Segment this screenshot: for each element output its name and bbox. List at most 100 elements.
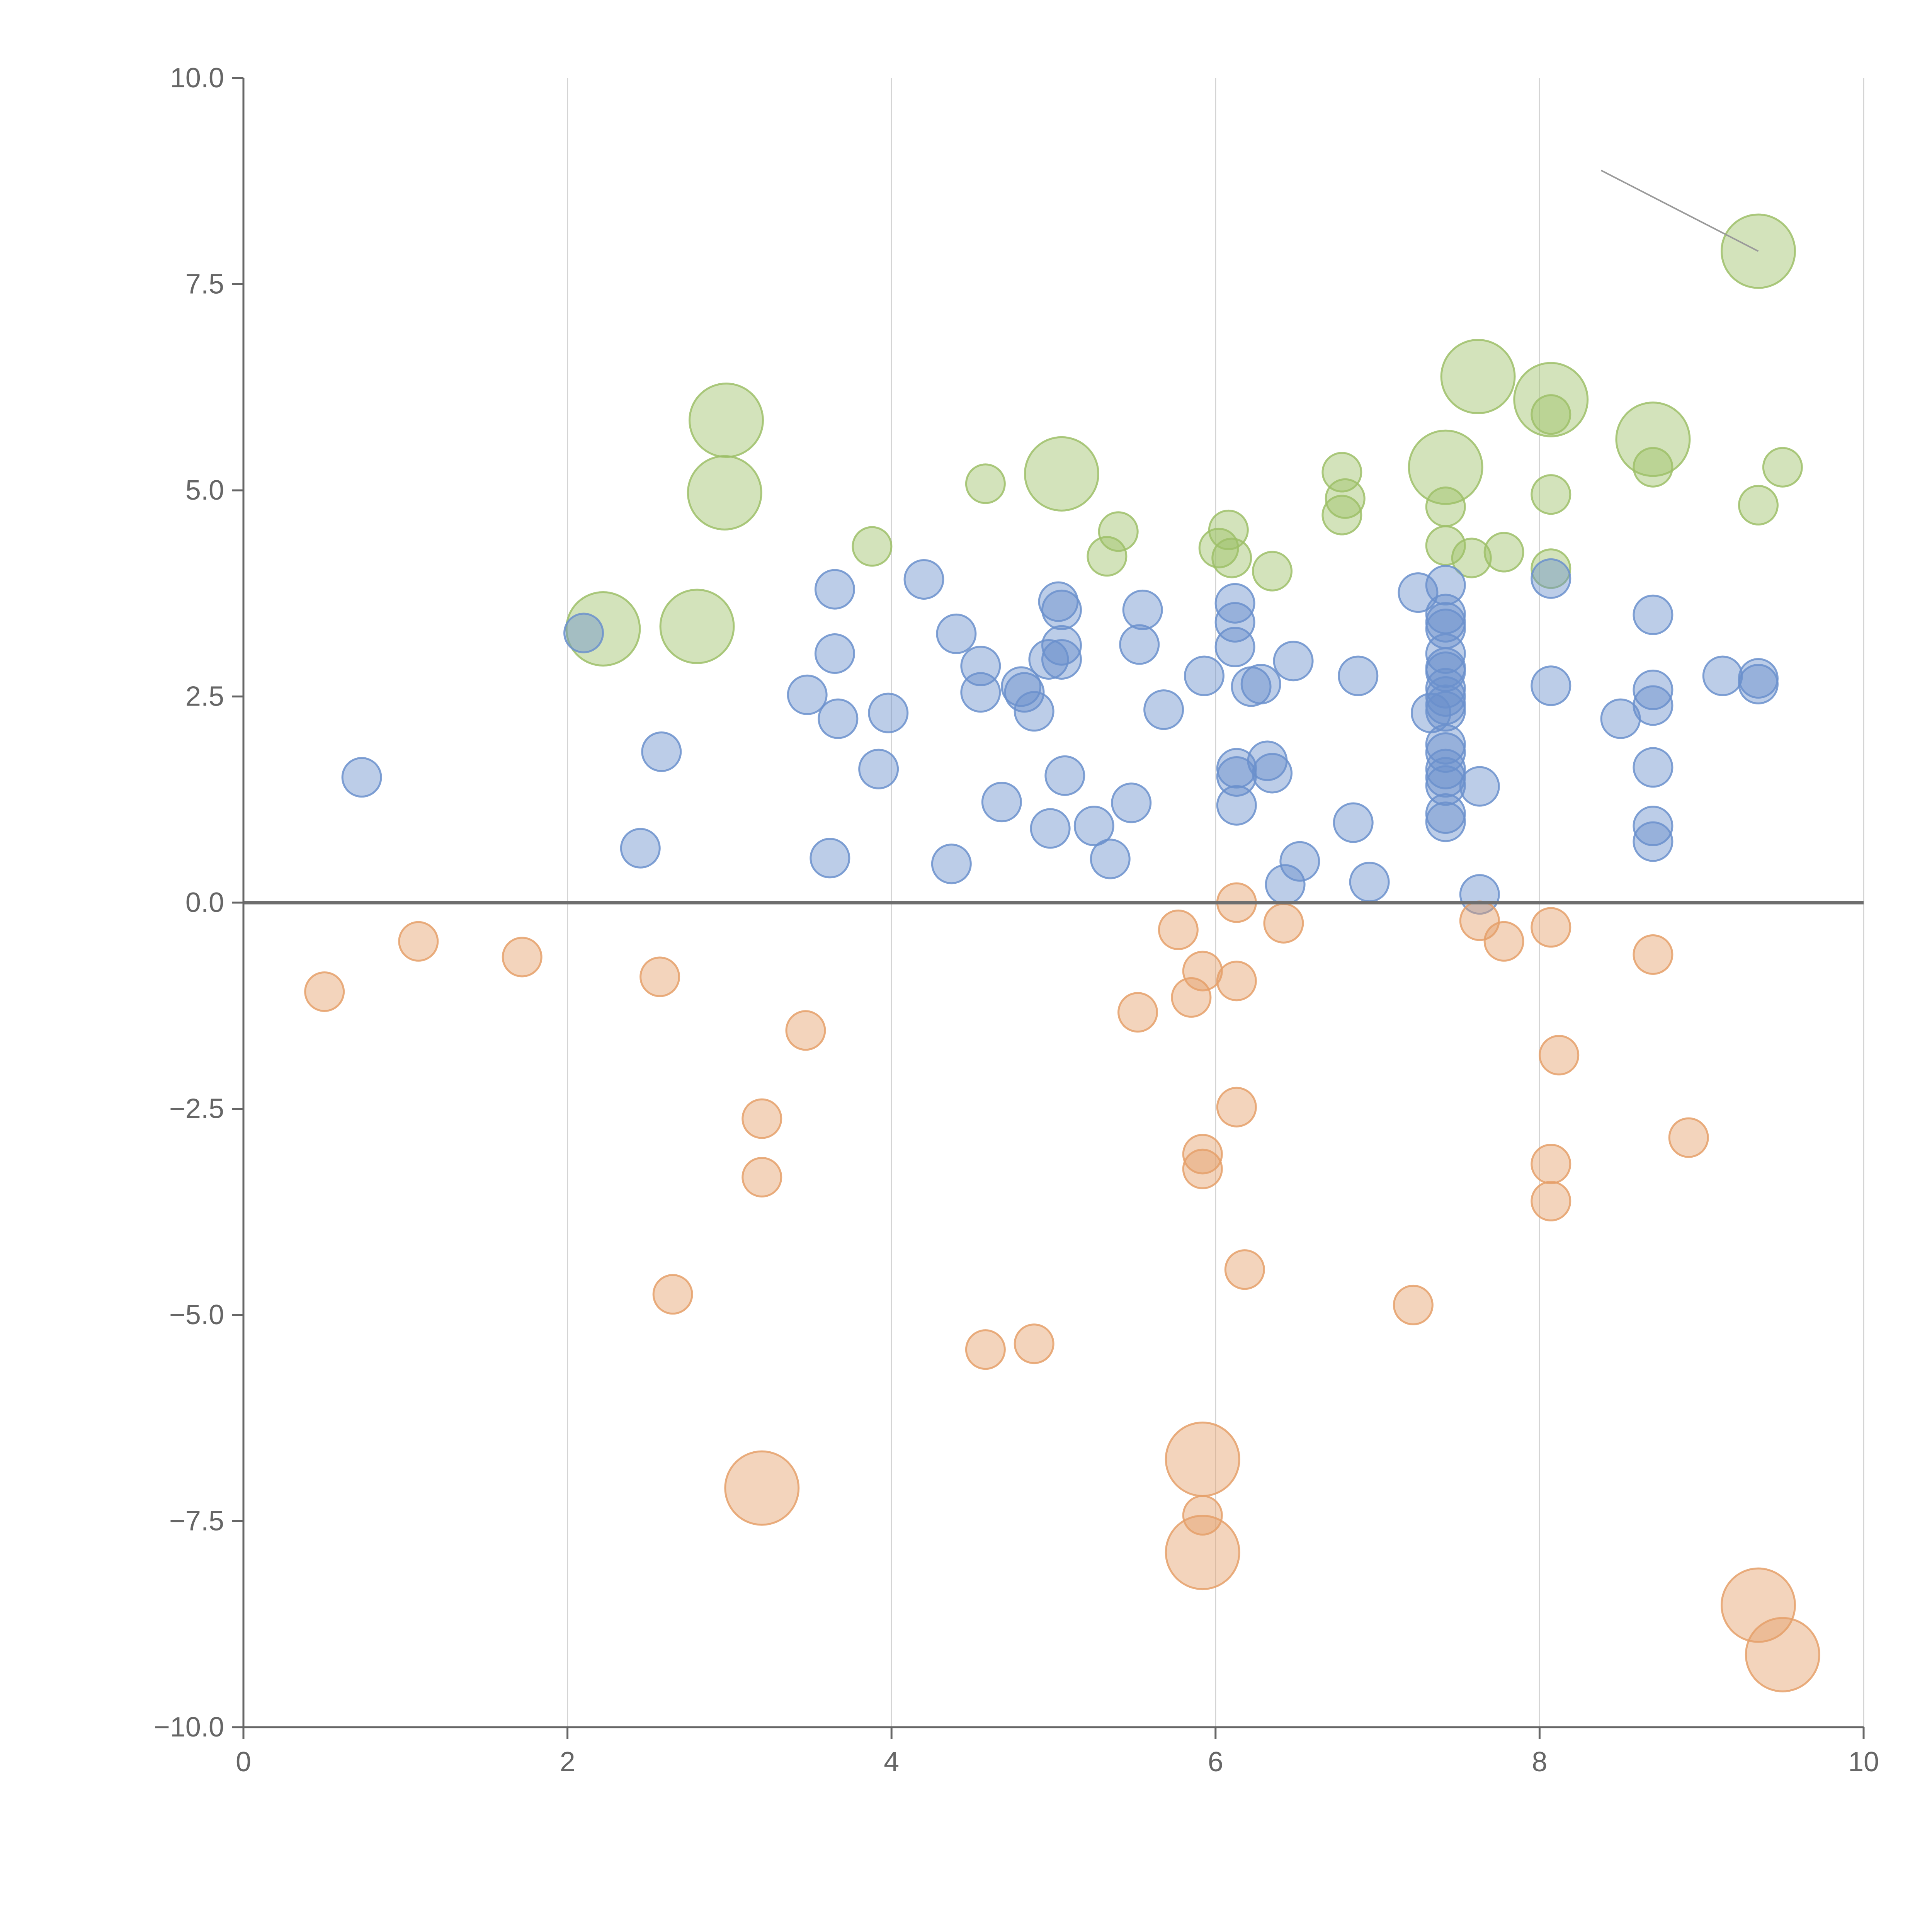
blue-bubble — [1425, 668, 1466, 709]
blue-bubble — [903, 559, 944, 600]
green-bubble — [1451, 537, 1492, 578]
blue-bubble — [1349, 862, 1390, 903]
green-bubble — [1252, 551, 1293, 592]
green-bubble — [1408, 429, 1483, 505]
blue-bubble — [1425, 757, 1466, 798]
green-bubble — [1321, 495, 1362, 536]
y-tick-label: 2.5 — [185, 681, 224, 712]
blue-bubble — [1041, 625, 1082, 666]
blue-bubble — [936, 613, 977, 654]
orange-bubble — [1165, 1421, 1240, 1497]
blue-bubble — [1425, 691, 1466, 732]
blue-bubble — [960, 672, 1001, 713]
blue-bubble — [1014, 691, 1054, 732]
blue-bubble — [931, 844, 972, 884]
green-bubble — [1483, 532, 1524, 573]
blue-bubble — [1216, 785, 1257, 826]
orange-bubble — [1633, 934, 1673, 975]
blue-bubble — [1273, 641, 1314, 682]
blue-bubble — [818, 698, 859, 739]
blue-bubble — [1030, 808, 1071, 849]
blue-bubble — [1240, 663, 1281, 704]
orange-bubble — [1531, 1181, 1571, 1222]
x-tick-label: 2 — [560, 1747, 575, 1777]
blue-bubble — [620, 828, 661, 869]
green-bubble — [1633, 447, 1673, 488]
blue-bubble — [1425, 724, 1466, 765]
blue-bubble — [1633, 806, 1673, 847]
green-bubble — [1531, 474, 1571, 515]
green-bubble — [852, 526, 893, 567]
y-tick-label: 5.0 — [185, 475, 224, 506]
orange-bubble — [1745, 1617, 1820, 1692]
orange-bubble — [398, 921, 439, 962]
bubbles — [304, 213, 1820, 1692]
green-bubble — [1087, 536, 1128, 577]
x-tick-label: 10 — [1848, 1747, 1879, 1777]
blue-bubble — [814, 633, 855, 674]
orange-bubble — [1216, 1087, 1257, 1128]
orange-bubble — [1531, 907, 1571, 948]
blue-bubble — [1633, 685, 1673, 726]
blue-bubble — [1090, 838, 1131, 879]
y-tick-label: 10.0 — [170, 63, 224, 94]
blue-bubble — [1425, 732, 1466, 773]
x-tick-label: 4 — [884, 1747, 899, 1777]
orange-bubble — [1171, 977, 1212, 1018]
green-bubble — [659, 588, 735, 664]
blue-bubble — [1425, 565, 1466, 605]
blue-bubble — [1044, 755, 1085, 796]
orange-bubble — [1224, 1249, 1265, 1290]
y-tick-label: 0.0 — [185, 887, 224, 918]
blue-bubble — [1425, 801, 1466, 842]
orange-bubble — [1182, 1134, 1223, 1175]
blue-bubble — [1459, 766, 1500, 807]
green-bubble — [1615, 401, 1691, 477]
y-tick-label: 7.5 — [185, 269, 224, 300]
orange-bubble — [1720, 1567, 1796, 1643]
blue-bubble — [1531, 558, 1571, 599]
blue-bubble — [1122, 589, 1163, 630]
blue-bubble — [1338, 655, 1379, 696]
x-tick-label: 8 — [1532, 1747, 1547, 1777]
blue-bubble — [1143, 689, 1184, 730]
orange-bubble — [1216, 961, 1257, 1002]
orange-bubble — [304, 971, 345, 1012]
blue-bubble — [1633, 594, 1673, 635]
blue-bubble — [1531, 665, 1571, 706]
blue-bubble — [341, 757, 382, 798]
y-tick-label: −7.5 — [169, 1506, 224, 1537]
orange-bubble — [1182, 951, 1223, 992]
blue-bubble — [1333, 802, 1374, 843]
orange-bubble — [502, 937, 543, 978]
y-tick-label: −2.5 — [169, 1094, 224, 1124]
blue-bubble — [1216, 748, 1257, 789]
orange-bubble — [1531, 1143, 1571, 1184]
blue-bubble — [1425, 633, 1466, 674]
blue-bubble — [1738, 663, 1779, 704]
blue-bubble — [1633, 821, 1673, 862]
orange-bubble — [1165, 1515, 1240, 1590]
orange-bubble — [639, 956, 680, 997]
blue-bubble — [1041, 589, 1082, 630]
orange-bubble — [785, 1010, 826, 1051]
blue-bubble — [858, 748, 899, 789]
green-bubble — [689, 383, 764, 458]
green-bubble — [687, 455, 762, 531]
blue-bubble — [1425, 793, 1466, 834]
blue-bubble — [641, 731, 682, 772]
orange-bubble — [724, 1450, 800, 1526]
blue-bubble — [810, 838, 850, 879]
green-bubble — [1440, 339, 1516, 415]
blue-bubble — [1214, 626, 1255, 667]
orange-bubble — [1263, 903, 1304, 944]
orange-bubble — [1182, 1148, 1223, 1189]
annotation-layer — [1600, 170, 1759, 252]
y-tick-label: −5.0 — [169, 1299, 224, 1330]
blue-bubble — [1073, 806, 1114, 847]
x-tick-label: 0 — [236, 1747, 251, 1777]
green-bubble — [965, 463, 1006, 504]
orange-bubble — [1014, 1323, 1054, 1364]
green-bubble — [1425, 486, 1466, 527]
orange-bubble — [1117, 992, 1158, 1033]
